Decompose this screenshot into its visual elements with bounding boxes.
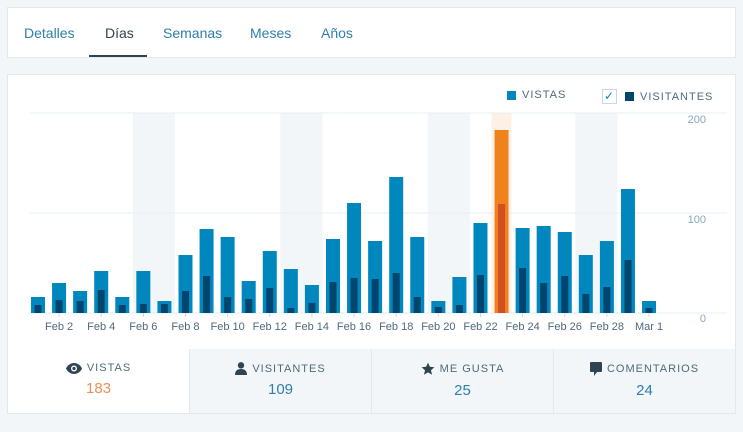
stat-value: 25 bbox=[454, 382, 471, 399]
period-tabs: Detalles Días Semanas Meses Años bbox=[8, 8, 735, 57]
stat-label: VISITANTES bbox=[252, 362, 326, 375]
visitors-bar bbox=[371, 279, 379, 313]
views-bar bbox=[220, 237, 235, 313]
x-tick-label: Feb 28 bbox=[590, 321, 624, 333]
visitors-bar bbox=[308, 303, 316, 313]
visitors-bar bbox=[329, 282, 337, 313]
x-tick-label: Feb 12 bbox=[253, 321, 287, 333]
tab-detalles[interactable]: Detalles bbox=[24, 25, 75, 41]
x-tick-label: Feb 2 bbox=[45, 321, 73, 333]
x-tick-label: Feb 22 bbox=[463, 321, 497, 333]
visitors-bar bbox=[476, 275, 484, 313]
visitors-bar bbox=[434, 307, 442, 313]
views-bar bbox=[136, 271, 151, 313]
visitors-bar bbox=[287, 308, 295, 313]
tab-dias[interactable]: Días bbox=[105, 25, 134, 41]
visitors-bar bbox=[55, 300, 63, 313]
visitors-bar bbox=[350, 278, 358, 313]
visitors-swatch bbox=[625, 92, 634, 101]
tab-meses[interactable]: Meses bbox=[250, 25, 292, 41]
legend-views: VISTAS bbox=[507, 89, 566, 101]
tab-anos[interactable]: Años bbox=[321, 25, 353, 41]
visitors-bar bbox=[97, 290, 105, 313]
stats-summary: VISTAS 183 VISITANTES 109 ME GUSTA 25 CO… bbox=[8, 349, 735, 413]
comment-icon bbox=[589, 362, 602, 376]
stat-value: 183 bbox=[85, 380, 112, 397]
visitors-bar bbox=[392, 273, 400, 313]
eye-icon bbox=[65, 362, 82, 374]
x-tick-label: Mar 1 bbox=[635, 321, 663, 333]
stat-value: 24 bbox=[636, 382, 653, 399]
y-tick-label: 0 bbox=[700, 313, 706, 325]
visitors-bar bbox=[645, 308, 653, 313]
legend-views-label: VISTAS bbox=[522, 89, 567, 101]
visitors-bar bbox=[34, 305, 42, 313]
x-tick-label: Feb 26 bbox=[548, 321, 582, 333]
x-tick-label: Feb 8 bbox=[171, 321, 199, 333]
visitors-bar bbox=[561, 276, 569, 313]
y-tick-label: 200 bbox=[688, 114, 706, 126]
x-tick-label: Feb 18 bbox=[379, 321, 413, 333]
visitors-bar bbox=[582, 294, 590, 313]
stat-comments[interactable]: COMENTARIOS 24 bbox=[553, 349, 735, 413]
stat-likes[interactable]: ME GUSTA 25 bbox=[371, 349, 553, 413]
visitors-bar bbox=[181, 291, 189, 313]
legend-visitors[interactable]: ✓ VISITANTES bbox=[602, 89, 713, 104]
tab-semanas[interactable]: Semanas bbox=[163, 25, 223, 41]
visitors-bar bbox=[160, 304, 168, 313]
visitors-bar bbox=[224, 297, 232, 313]
stat-label: COMENTARIOS bbox=[606, 363, 700, 375]
x-tick-label: Feb 14 bbox=[295, 321, 329, 333]
visitors-bar bbox=[540, 283, 548, 313]
views-bar bbox=[410, 237, 425, 313]
stat-value: 109 bbox=[267, 381, 294, 398]
visitors-bar bbox=[519, 268, 527, 313]
visitors-checkbox[interactable]: ✓ bbox=[602, 89, 617, 104]
stat-label: ME GUSTA bbox=[439, 363, 505, 375]
y-tick-label: 100 bbox=[688, 214, 706, 226]
visitors-bar bbox=[624, 260, 632, 313]
x-tick-label: Feb 10 bbox=[211, 321, 245, 333]
visitors-bar bbox=[266, 288, 274, 313]
visitors-bar bbox=[413, 297, 421, 313]
stat-views[interactable]: VISTAS 183 bbox=[8, 349, 189, 413]
views-swatch bbox=[507, 90, 516, 100]
stat-visitors[interactable]: VISITANTES 109 bbox=[189, 349, 371, 413]
star-icon bbox=[421, 362, 435, 375]
x-tick-label: Feb 6 bbox=[129, 321, 157, 333]
views-bar bbox=[283, 269, 298, 313]
visitors-bar bbox=[118, 305, 126, 313]
visitors-bar bbox=[245, 299, 253, 313]
visitors-bar bbox=[603, 287, 611, 313]
x-tick-label: Feb 4 bbox=[87, 321, 115, 333]
visitors-bar bbox=[203, 276, 211, 313]
visitors-bar bbox=[139, 304, 147, 313]
x-tick-label: Feb 16 bbox=[337, 321, 371, 333]
visitors-bar bbox=[498, 204, 506, 313]
views-bar bbox=[452, 277, 467, 313]
x-tick-label: Feb 20 bbox=[421, 321, 455, 333]
legend-visitors-label: VISITANTES bbox=[640, 90, 714, 103]
visitors-bar bbox=[76, 301, 84, 313]
x-tick-label: Feb 24 bbox=[505, 321, 539, 333]
visitors-bar bbox=[455, 305, 463, 313]
bar-chart: 0 100 200 Feb 2 Feb 4 Feb 6 Feb 8 Feb 10 Feb 12 F… bbox=[30, 112, 727, 333]
stat-label: VISTAS bbox=[86, 362, 132, 374]
active-tab-indicator bbox=[89, 55, 147, 57]
person-icon bbox=[235, 362, 248, 375]
